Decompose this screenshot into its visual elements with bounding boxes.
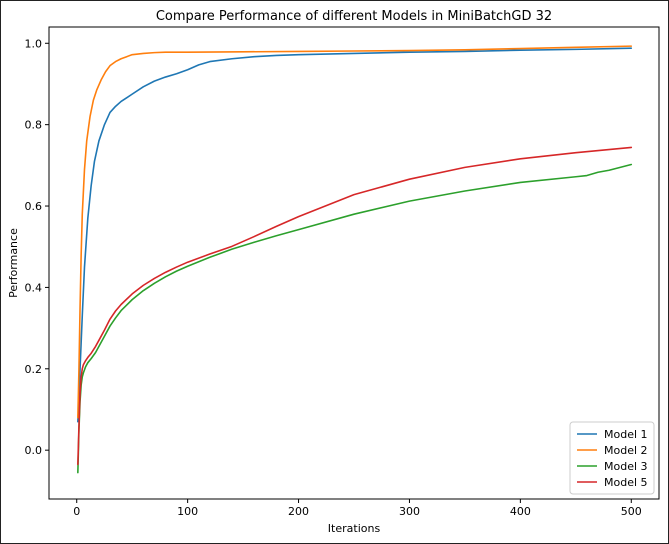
- legend-label-4: Model 5: [604, 476, 648, 489]
- x-tick-label: 200: [288, 505, 309, 518]
- y-tick-label: 1.0: [25, 37, 43, 50]
- chart-title: Compare Performance of different Models …: [156, 9, 552, 24]
- chart-layer: 0 100 200 300 400 500 0.0 0.2 0.4 0.6 0.8 1.0 Model …: [25, 26, 660, 518]
- y-tick-label: 0.2: [25, 363, 43, 376]
- plot-area-border: [48, 26, 660, 500]
- x-tick-label: 100: [177, 505, 198, 518]
- legend-label-3: Model 3: [604, 460, 648, 473]
- series-line-2: [77, 45, 633, 419]
- x-tick-label: 300: [399, 505, 420, 518]
- x-axis-title: Iterations: [328, 522, 381, 535]
- series-line-4: [77, 146, 633, 466]
- y-tick-label: 0.6: [25, 200, 43, 213]
- x-tick-label: 400: [510, 505, 531, 518]
- x-tick-label: 0: [73, 505, 80, 518]
- series-line-1: [77, 47, 633, 423]
- legend-label-1: Model 1: [604, 428, 648, 441]
- x-tick-label: 500: [621, 505, 642, 518]
- series-line-3: [77, 163, 633, 474]
- y-tick-label: 0.8: [25, 119, 43, 132]
- legend-label-2: Model 2: [604, 444, 648, 457]
- legend-box: [569, 421, 655, 495]
- y-axis-title: Performance: [7, 228, 20, 298]
- legend: Model 1 Model 2 Model 3 Model 5: [569, 421, 655, 495]
- y-tick-label: 0.4: [25, 281, 43, 294]
- y-tick-label: 0.0: [25, 444, 43, 457]
